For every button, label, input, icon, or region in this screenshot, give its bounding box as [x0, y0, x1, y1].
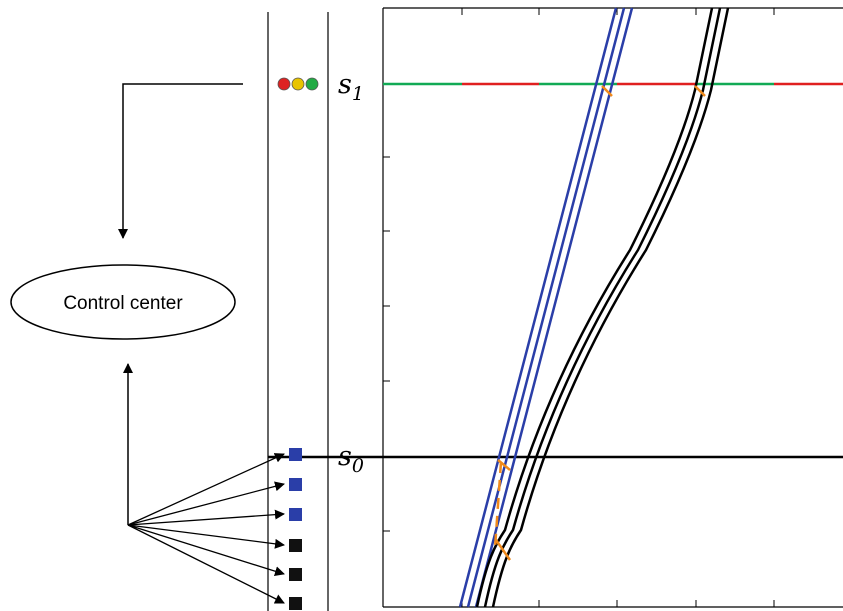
plot-frame	[382, 7, 843, 608]
trajectory-blue	[474, 7, 634, 608]
traffic-signal-icon	[277, 77, 319, 91]
marker-tick	[601, 85, 613, 97]
plot-ticks	[383, 8, 775, 607]
fan-arrow	[127, 524, 285, 604]
signal-light	[305, 77, 319, 91]
control-center-ellipse	[10, 264, 236, 340]
detector-square	[289, 568, 302, 581]
control-center-label: Control center	[63, 293, 183, 314]
detector-fan-arrows	[127, 453, 285, 604]
trajectory-black	[483, 7, 722, 608]
marker-tick	[494, 539, 512, 561]
detector-squares	[289, 448, 302, 610]
marker-tick	[694, 85, 706, 97]
trajectory-black	[491, 7, 730, 608]
detector-square	[289, 508, 302, 521]
orange-markers	[493, 85, 706, 561]
marker-tick	[497, 459, 511, 471]
trajectory-blue	[466, 7, 626, 608]
detector-square	[289, 448, 302, 461]
vehicle-trajectories	[458, 7, 730, 608]
fan-arrow	[127, 453, 285, 526]
signal-to-control-arrow	[118, 83, 243, 239]
trajectory-blue	[458, 7, 618, 608]
signal-light	[291, 77, 305, 91]
detector-square	[289, 597, 302, 610]
station-label-s0: s0	[338, 441, 364, 477]
detector-square	[289, 478, 302, 491]
signal-light	[277, 77, 291, 91]
station-label-s1: s1	[338, 69, 364, 105]
trajectory-black	[475, 7, 714, 608]
fan-arrow	[127, 481, 285, 526]
detector-square	[289, 539, 302, 552]
fan-arrow	[127, 524, 285, 549]
marker-dashed	[493, 461, 503, 549]
fan-arrow	[127, 509, 285, 526]
fan-arrow	[127, 524, 285, 577]
